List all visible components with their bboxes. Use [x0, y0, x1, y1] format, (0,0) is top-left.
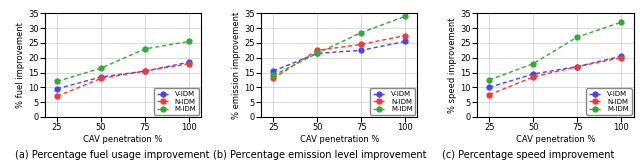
Line: M-IDM: M-IDM [487, 20, 624, 82]
Line: V-IDM: V-IDM [54, 60, 191, 91]
V-IDM [97, 76, 105, 78]
Legend: V-IDM, N-IDM, M-IDM: V-IDM, N-IDM, M-IDM [586, 88, 632, 115]
Line: N-IDM: N-IDM [54, 61, 191, 99]
N-IDM [97, 77, 105, 79]
V-IDM [573, 66, 581, 68]
N-IDM [269, 77, 277, 79]
Line: V-IDM: V-IDM [271, 39, 408, 73]
Line: N-IDM: N-IDM [487, 55, 624, 97]
M-IDM [401, 15, 409, 17]
M-IDM [141, 48, 149, 50]
V-IDM [269, 70, 277, 72]
Text: (c) Percentage speed improvement: (c) Percentage speed improvement [442, 150, 614, 160]
V-IDM [53, 88, 61, 90]
N-IDM [357, 43, 365, 45]
V-IDM [529, 73, 537, 75]
X-axis label: CAV penetration %: CAV penetration % [83, 135, 163, 144]
N-IDM [314, 49, 321, 51]
V-IDM [618, 55, 625, 57]
V-IDM [401, 40, 409, 42]
Legend: V-IDM, N-IDM, M-IDM: V-IDM, N-IDM, M-IDM [370, 88, 415, 115]
Y-axis label: % fuel improvement: % fuel improvement [16, 22, 25, 108]
Line: N-IDM: N-IDM [271, 33, 408, 81]
M-IDM [97, 67, 105, 69]
N-IDM [573, 66, 581, 68]
Line: M-IDM: M-IDM [271, 14, 408, 78]
M-IDM [529, 63, 537, 65]
M-IDM [185, 40, 193, 42]
M-IDM [53, 80, 61, 82]
V-IDM [185, 61, 193, 63]
X-axis label: CAV penetration %: CAV penetration % [300, 135, 379, 144]
M-IDM [486, 79, 493, 81]
N-IDM [53, 95, 61, 97]
X-axis label: CAV penetration %: CAV penetration % [516, 135, 595, 144]
N-IDM [185, 63, 193, 65]
V-IDM [141, 70, 149, 72]
V-IDM [314, 52, 321, 54]
Y-axis label: % speed improvement: % speed improvement [449, 17, 458, 113]
Text: (a) Percentage fuel usage improvement: (a) Percentage fuel usage improvement [15, 150, 209, 160]
N-IDM [486, 94, 493, 96]
Text: (b) Percentage emission level improvement: (b) Percentage emission level improvemen… [213, 150, 427, 160]
M-IDM [618, 21, 625, 23]
M-IDM [314, 52, 321, 54]
Line: M-IDM: M-IDM [54, 39, 191, 84]
Y-axis label: % emission improvement: % emission improvement [232, 12, 241, 119]
N-IDM [529, 76, 537, 78]
N-IDM [141, 70, 149, 72]
Legend: V-IDM, N-IDM, M-IDM: V-IDM, N-IDM, M-IDM [154, 88, 199, 115]
N-IDM [618, 57, 625, 59]
V-IDM [357, 49, 365, 51]
V-IDM [486, 86, 493, 88]
M-IDM [269, 74, 277, 76]
M-IDM [357, 32, 365, 34]
N-IDM [401, 35, 409, 37]
M-IDM [573, 36, 581, 38]
Line: V-IDM: V-IDM [487, 54, 624, 90]
